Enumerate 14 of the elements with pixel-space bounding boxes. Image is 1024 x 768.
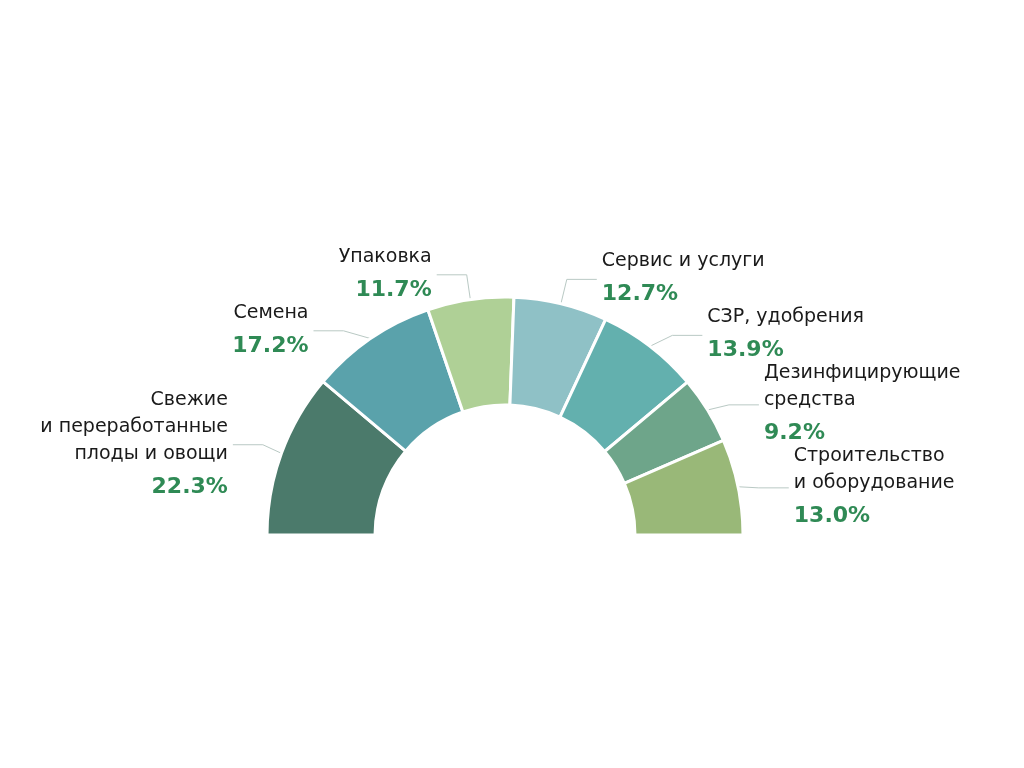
- slice-label: Семена: [233, 299, 309, 322]
- slice-label: Дезинфицирующие средства: [763, 360, 961, 410]
- slice-label: Упаковка: [338, 243, 432, 266]
- data-label: 13.0%: [793, 502, 871, 528]
- data-label: 17.2%: [232, 331, 309, 357]
- data-label: 9.2%: [763, 419, 825, 445]
- data-label: 11.7%: [355, 275, 432, 301]
- data-label: 12.7%: [601, 280, 679, 306]
- data-label: 13.9%: [707, 336, 784, 362]
- slice-label: Строительство и оборудование: [793, 443, 955, 493]
- slice-label: Сервис и услуги: [601, 248, 765, 271]
- data-label: 22.3%: [151, 472, 228, 498]
- slice-label: СЗР, удобрения: [707, 304, 865, 327]
- slice-label: Свежие и переработанные плоды и овощи: [40, 386, 228, 463]
